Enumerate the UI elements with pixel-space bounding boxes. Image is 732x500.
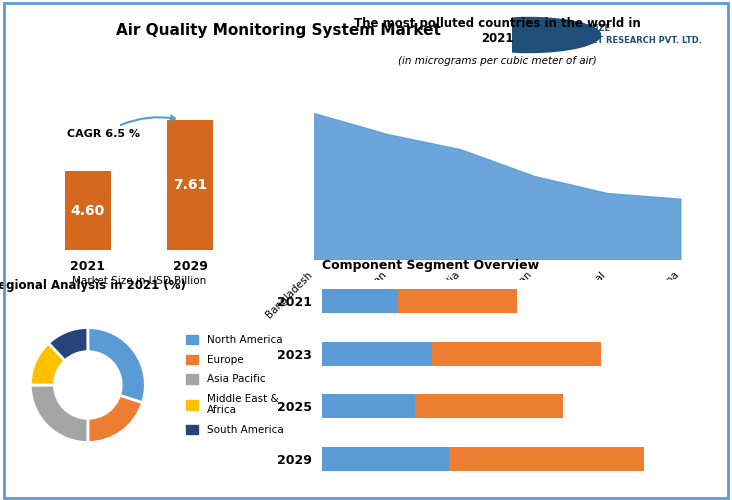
Bar (322, 394, 415, 418)
Text: 2021: 2021 (70, 260, 105, 274)
Text: Component Segment Overview: Component Segment Overview (322, 259, 539, 272)
Text: Market Size in USD Billion: Market Size in USD Billion (72, 276, 206, 285)
Text: Air Quality Monitoring System Market: Air Quality Monitoring System Market (116, 22, 441, 38)
Bar (415, 394, 563, 418)
Bar (449, 447, 644, 471)
Text: 4.60: 4.60 (71, 204, 105, 218)
Text: MAXIMIZE
MARKET RESEARCH PVT. LTD.: MAXIMIZE MARKET RESEARCH PVT. LTD. (564, 24, 702, 45)
Text: China: China (652, 270, 681, 298)
Text: Nepal: Nepal (579, 270, 608, 298)
Text: Regional Analysis in 2021 (%): Regional Analysis in 2021 (%) (0, 278, 186, 291)
Bar (322, 289, 398, 313)
Wedge shape (30, 343, 65, 385)
Bar (167, 120, 214, 250)
Legend: North America, Europe, Asia Pacific, Middle East &
Africa, South America: North America, Europe, Asia Pacific, Mid… (182, 331, 288, 439)
Text: (in micrograms per cubic meter of air): (in micrograms per cubic meter of air) (398, 56, 597, 66)
Bar (398, 289, 517, 313)
Bar (322, 447, 449, 471)
Text: Pakistan: Pakistan (350, 270, 388, 308)
Bar (322, 342, 432, 365)
Text: Bangladesh: Bangladesh (264, 270, 315, 320)
Wedge shape (48, 328, 88, 360)
Bar (65, 171, 111, 250)
Text: CAGR 6.5 %: CAGR 6.5 % (67, 116, 175, 139)
Wedge shape (88, 328, 146, 403)
Circle shape (457, 18, 600, 52)
Wedge shape (88, 396, 143, 442)
Wedge shape (30, 385, 88, 442)
Text: 2029: 2029 (173, 260, 208, 274)
Text: 7.61: 7.61 (173, 178, 207, 192)
Polygon shape (315, 114, 681, 260)
Text: Oman: Oman (505, 270, 534, 299)
Text: The most polluted countries in the world in
2021: The most polluted countries in the world… (354, 18, 641, 46)
Bar (432, 342, 601, 365)
Text: India: India (436, 270, 461, 294)
